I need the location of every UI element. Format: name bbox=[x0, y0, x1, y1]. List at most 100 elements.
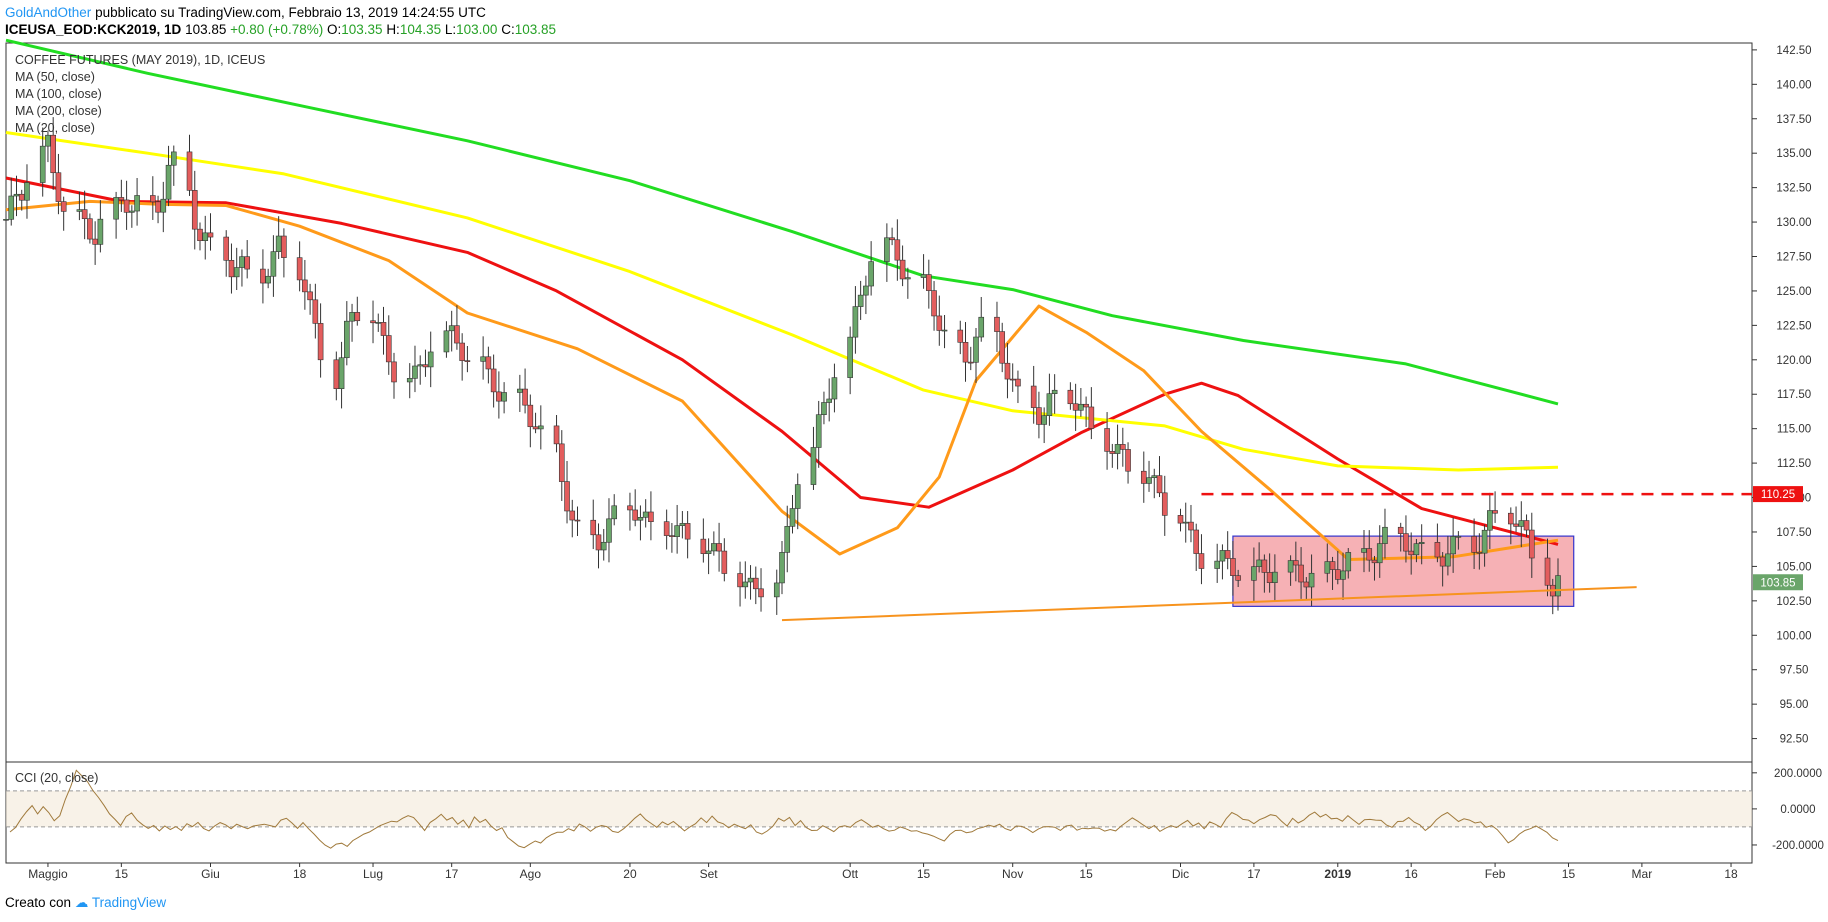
candle-body bbox=[443, 330, 450, 353]
candle-body bbox=[648, 511, 654, 522]
candle-body bbox=[794, 484, 801, 509]
price-tick-label: 100.00 bbox=[1776, 630, 1811, 642]
legend-ma100: MA (100, close) bbox=[15, 87, 102, 101]
tradingview-logo[interactable]: ☁ TradingView bbox=[74, 895, 167, 910]
candle-body bbox=[197, 228, 203, 241]
candle-body bbox=[459, 342, 465, 361]
candle-body bbox=[826, 398, 832, 403]
candle-body bbox=[1418, 542, 1425, 544]
date-tick-label: Maggio bbox=[28, 867, 68, 881]
candle-body bbox=[606, 518, 612, 543]
candle-body bbox=[558, 443, 565, 482]
candle-body bbox=[716, 543, 722, 552]
candle-body bbox=[553, 425, 560, 445]
candle-body bbox=[76, 209, 83, 212]
candle-body bbox=[87, 218, 93, 240]
candle-body bbox=[233, 267, 240, 278]
candle-body bbox=[1140, 470, 1147, 484]
price-tick-label: 135.00 bbox=[1776, 148, 1811, 160]
candle-body bbox=[485, 356, 492, 370]
candle-body bbox=[779, 552, 785, 584]
candle-body bbox=[978, 316, 985, 338]
candle-body bbox=[490, 368, 497, 393]
candle-body bbox=[936, 315, 943, 331]
candle-body bbox=[270, 251, 277, 277]
candle-body bbox=[957, 329, 964, 343]
price-tick-label: 117.50 bbox=[1777, 389, 1811, 401]
candle-body bbox=[317, 323, 324, 361]
moving-average-line bbox=[5, 199, 1559, 561]
date-tick-label: 15 bbox=[1079, 867, 1093, 881]
candle-body bbox=[522, 388, 528, 406]
candle-body bbox=[1151, 475, 1158, 478]
candle-body bbox=[239, 256, 245, 268]
moving-average-line bbox=[5, 38, 1559, 406]
legend-ma20: MA (20, close) bbox=[15, 121, 95, 135]
candle-body bbox=[1120, 444, 1126, 450]
candle-body bbox=[296, 257, 303, 281]
cci-tick-label: -200.0000 bbox=[1772, 840, 1824, 852]
candle-body bbox=[275, 235, 282, 252]
candle-body bbox=[260, 268, 266, 284]
open-value: 103.35 bbox=[341, 22, 383, 37]
date-tick-label: Ago bbox=[520, 867, 542, 881]
candle-body bbox=[39, 145, 46, 183]
candle-body bbox=[1067, 389, 1074, 405]
candle-body bbox=[679, 523, 686, 526]
candle-body bbox=[894, 239, 901, 261]
date-tick-label: Dic bbox=[1172, 867, 1189, 881]
candle-body bbox=[385, 335, 392, 363]
main-pane-border bbox=[5, 42, 1753, 864]
candle-body bbox=[899, 259, 906, 280]
candle-body bbox=[1230, 558, 1236, 576]
price-tick-label: 140.00 bbox=[1776, 79, 1811, 91]
candle-body bbox=[1078, 403, 1084, 411]
legend-ma200: MA (200, close) bbox=[15, 104, 102, 118]
candle-body bbox=[663, 521, 670, 536]
candle-body bbox=[637, 517, 644, 521]
price-tick-label: 95.00 bbox=[1780, 699, 1809, 711]
high-value: 104.35 bbox=[399, 22, 442, 37]
candle-body bbox=[1413, 543, 1420, 556]
candle-body bbox=[1361, 548, 1367, 553]
candle-body bbox=[821, 402, 827, 415]
candle-body bbox=[191, 190, 198, 230]
candle-body bbox=[1308, 572, 1315, 588]
date-tick-label: 2019 bbox=[1324, 867, 1351, 881]
candle-body bbox=[1476, 552, 1483, 554]
candle-body bbox=[412, 365, 418, 379]
candle-body bbox=[868, 261, 874, 287]
open-label: O: bbox=[326, 22, 342, 37]
date-tick-label: Giu bbox=[201, 867, 220, 881]
price-change: +0.80 (+0.78%) bbox=[230, 22, 324, 37]
candle-body bbox=[905, 277, 911, 280]
candle-body bbox=[1334, 569, 1341, 580]
candle-body bbox=[674, 525, 680, 537]
chart-legend: COFFEE FUTURES (MAY 2019), 1D, ICEUS MA … bbox=[15, 53, 265, 785]
candle-body bbox=[1219, 550, 1226, 562]
candle-body bbox=[1214, 560, 1220, 569]
candle-body bbox=[784, 526, 791, 553]
candle-body bbox=[1146, 477, 1152, 484]
candle-body bbox=[627, 505, 633, 511]
candle-body bbox=[600, 541, 607, 551]
candle-body bbox=[1324, 561, 1331, 574]
candle-body bbox=[496, 391, 502, 402]
candle-body bbox=[847, 336, 853, 378]
candle-body bbox=[81, 209, 88, 220]
candle-body bbox=[1256, 559, 1262, 567]
candle-body bbox=[13, 193, 20, 197]
candle-body bbox=[931, 290, 937, 317]
candle-body bbox=[202, 232, 209, 241]
price-tick-label: 112.50 bbox=[1777, 458, 1811, 470]
author-link[interactable]: GoldAndOther bbox=[5, 5, 92, 20]
candle-body bbox=[1046, 393, 1053, 416]
candle-body bbox=[501, 392, 507, 402]
date-tick-label: 20 bbox=[623, 867, 637, 881]
candle-body bbox=[863, 285, 869, 296]
support-trendline bbox=[781, 586, 1637, 622]
candle-body bbox=[1109, 451, 1116, 454]
candle-body bbox=[967, 361, 974, 364]
candle-body bbox=[1182, 521, 1189, 524]
